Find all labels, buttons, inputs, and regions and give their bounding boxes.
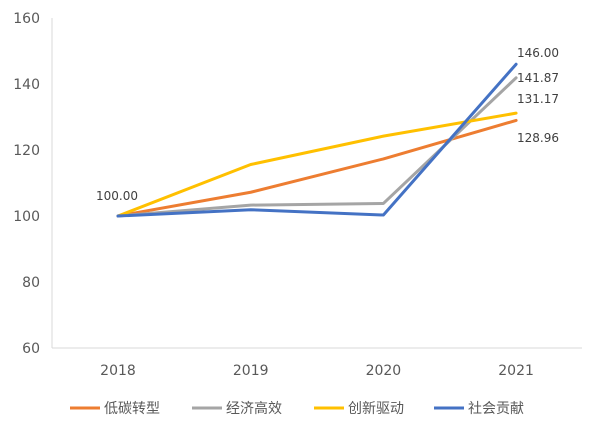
legend-label: 经济高效 xyxy=(226,400,282,417)
x-tick-label: 2018 xyxy=(100,363,136,379)
legend-item-1[interactable]: 经济高效 xyxy=(192,400,282,417)
y-tick-label: 120 xyxy=(13,143,40,159)
data-label-2021-lowcarbon: 128.96 xyxy=(517,131,559,145)
data-label-2018: 100.00 xyxy=(96,189,138,203)
legend-item-2[interactable]: 创新驱动 xyxy=(314,401,404,417)
y-tick-label: 100 xyxy=(13,209,40,225)
x-tick-label: 2020 xyxy=(366,363,402,379)
x-tick-label: 2019 xyxy=(233,363,269,379)
legend-label: 社会贡献 xyxy=(468,401,524,417)
legend-label: 低碳转型 xyxy=(104,401,160,417)
series-line-2 xyxy=(116,111,518,218)
legend-label: 创新驱动 xyxy=(348,401,404,417)
legend-item-0[interactable]: 低碳转型 xyxy=(70,401,160,417)
data-label-2021-innov: 131.17 xyxy=(517,92,559,106)
legend-item-3[interactable]: 社会贡献 xyxy=(434,401,524,417)
y-tick-label: 80 xyxy=(22,275,40,291)
data-label-2021-econ: 141.87 xyxy=(517,71,559,85)
y-tick-label: 140 xyxy=(13,77,40,93)
series-line-3 xyxy=(116,62,518,218)
x-tick-label: 2021 xyxy=(498,363,534,379)
y-tick-label: 60 xyxy=(22,341,40,357)
data-label-2021-social: 146.00 xyxy=(517,46,559,60)
series-line-1 xyxy=(116,76,518,218)
y-tick-label: 160 xyxy=(13,11,40,27)
